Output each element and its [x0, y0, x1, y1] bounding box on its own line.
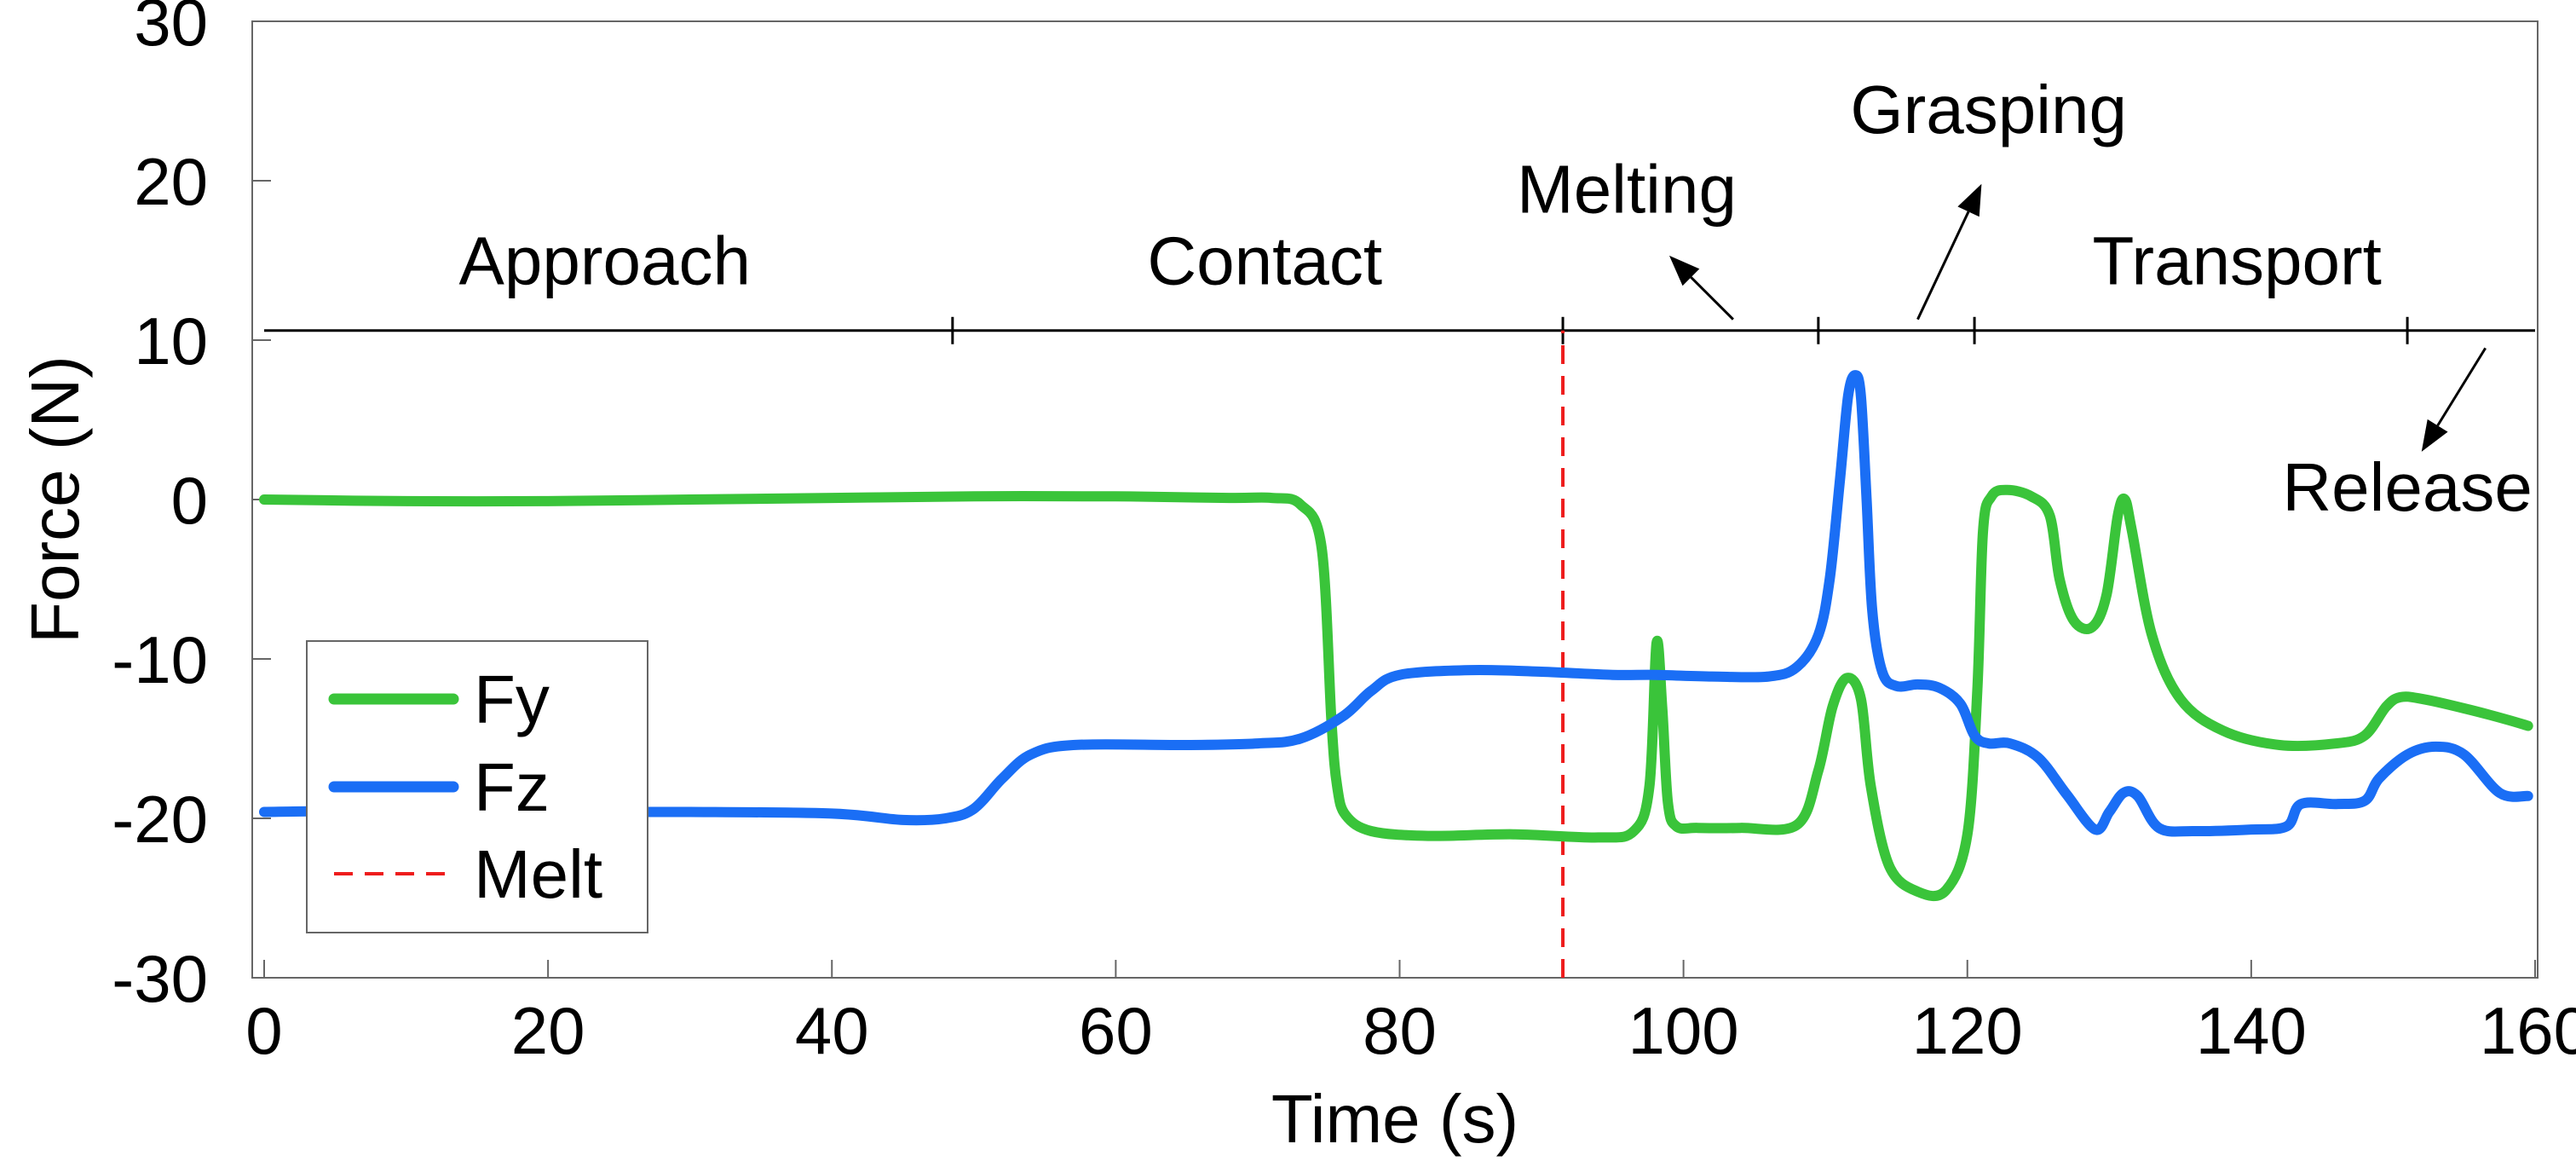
legend: Fy Fz Melt: [306, 640, 648, 933]
annotation-arrow-head: [2421, 419, 2448, 452]
phase-label-contact: Contact: [1147, 223, 1382, 299]
y-tick-label: -10: [112, 622, 208, 697]
annotation-arrow-shaft: [2436, 347, 2487, 427]
phase-timeline: [264, 316, 2535, 344]
x-tick-label: 140: [2196, 993, 2307, 1068]
x-tick-label: 60: [1079, 993, 1153, 1068]
x-tick-label: 80: [1363, 993, 1437, 1068]
annotation-arrow-head: [1668, 255, 1700, 286]
x-axis-ticks: 0 20 40 60 80 100 120 140 160: [245, 960, 2576, 1068]
x-tick-label: 160: [2480, 993, 2576, 1068]
phase-labels: Approach Contact Melting Grasping Transport R…: [459, 72, 2533, 525]
x-axis-title: Time (s): [1271, 1081, 1519, 1157]
x-tick-label: 100: [1628, 993, 1739, 1068]
annotation-arrow-head: [1957, 183, 1982, 217]
phase-label-approach: Approach: [459, 223, 751, 299]
annotation-arrow-shaft: [1690, 276, 1734, 321]
y-tick-label: 10: [134, 303, 208, 378]
y-axis-ticks: -30 -20 -10 0 10 20 30: [112, 0, 271, 1016]
x-tick-label: 40: [795, 993, 869, 1068]
legend-label-melt: Melt: [474, 836, 602, 912]
legend-label-fy: Fy: [474, 661, 550, 737]
phase-label-release: Release: [2282, 449, 2533, 525]
series-line-fz: [259, 370, 2533, 837]
y-tick-label: 0: [171, 463, 208, 538]
phase-label-grasping: Grasping: [1850, 72, 2127, 147]
x-tick-label: 0: [245, 993, 282, 1068]
x-tick-label: 120: [1912, 993, 2023, 1068]
y-tick-label: 30: [134, 0, 208, 60]
y-tick-label: -20: [112, 782, 208, 857]
y-tick-label: 20: [134, 144, 208, 219]
phase-label-transport: Transport: [2093, 223, 2382, 299]
phase-label-melting: Melting: [1517, 151, 1737, 227]
y-axis-title: Force (N): [17, 355, 93, 644]
series-lines: [259, 330, 2533, 978]
annotation-arrow-shaft: [1916, 211, 1970, 321]
y-tick-label: -30: [112, 941, 208, 1016]
legend-label-fz: Fz: [474, 749, 550, 825]
x-tick-label: 20: [511, 993, 585, 1068]
series-line-fy: [259, 484, 2533, 902]
phase-arrows: [1668, 183, 2487, 452]
